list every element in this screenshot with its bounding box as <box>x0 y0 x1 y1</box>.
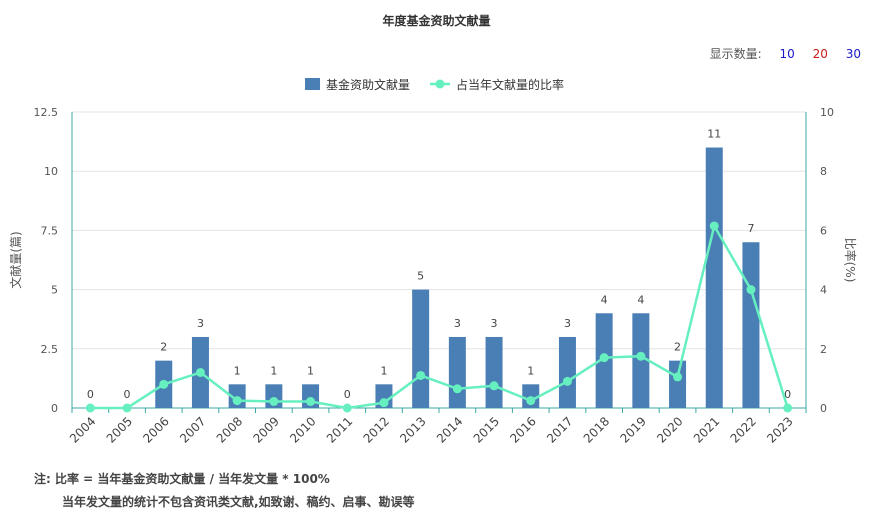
y-tick-label: 0 <box>51 402 58 415</box>
bar-data-label: 3 <box>491 317 498 330</box>
x-tick-label: 2011 <box>324 414 355 445</box>
ratio-point-2022 <box>746 285 756 295</box>
ratio-point-2007 <box>195 367 205 377</box>
display-count-option-30[interactable]: 30 <box>845 47 861 61</box>
ratio-point-2018 <box>599 353 609 363</box>
bar-data-label: 5 <box>417 270 424 283</box>
y-tick-label: 10 <box>44 165 58 178</box>
display-count-option-10[interactable]: 10 <box>779 47 795 61</box>
ratio-point-2020 <box>673 372 683 382</box>
bar-data-label: 3 <box>454 317 461 330</box>
ratio-point-2017 <box>562 376 572 386</box>
y2-tick-label: 4 <box>820 284 827 297</box>
ratio-point-2013 <box>416 370 426 380</box>
ratio-point-2016 <box>526 396 536 406</box>
y2-tick-label: 6 <box>820 224 827 237</box>
bar-data-label: 3 <box>564 317 571 330</box>
ratio-point-2015 <box>489 381 499 391</box>
bar-data-label: 0 <box>784 388 791 401</box>
chart-title: 年度基金资助文献量 <box>382 14 491 28</box>
ratio-point-2021 <box>709 221 719 231</box>
x-tick-label: 2013 <box>397 414 428 445</box>
ratio-point-2010 <box>306 396 316 406</box>
x-tick-label: 2012 <box>361 414 392 445</box>
x-tick-label: 2016 <box>507 414 538 445</box>
x-tick-label: 2014 <box>434 414 465 445</box>
x-tick-label: 2015 <box>471 414 502 445</box>
bar-data-label: 0 <box>124 388 131 401</box>
bar-data-label: 0 <box>87 388 94 401</box>
bar-data-label: 0 <box>344 388 351 401</box>
x-tick-label: 2005 <box>104 414 135 445</box>
x-tick-label: 2021 <box>691 414 722 445</box>
x-tick-label: 2018 <box>581 414 612 445</box>
x-tick-label: 2019 <box>617 414 648 445</box>
ratio-point-2023 <box>783 403 793 413</box>
bar-data-label: 7 <box>747 222 754 235</box>
x-tick-label: 2004 <box>67 414 98 445</box>
y-tick-label: 5 <box>51 284 58 297</box>
x-tick-label: 2010 <box>287 414 318 445</box>
x-tick-label: 2017 <box>544 414 575 445</box>
y2-tick-label: 2 <box>820 343 827 356</box>
y-axis-title: 文献量(篇) <box>8 231 23 288</box>
ratio-point-2006 <box>159 379 169 389</box>
bar-data-label: 4 <box>637 293 644 306</box>
bar-2021 <box>705 147 723 408</box>
bar-2015 <box>485 336 503 408</box>
y2-tick-label: 10 <box>820 106 834 119</box>
bar-data-label: 1 <box>527 364 534 377</box>
bar-data-label: 1 <box>307 364 314 377</box>
bar-data-label: 3 <box>197 317 204 330</box>
exclusion-note: 当年发文量的统计不包含资讯类文献,如致谢、稿约、启事、勘误等 <box>62 495 415 509</box>
legend-bar-swatch <box>305 78 320 90</box>
ratio-point-2005 <box>122 403 132 413</box>
x-tick-label: 2022 <box>728 414 759 445</box>
bar-data-label: 11 <box>707 128 721 141</box>
display-count-option-20[interactable]: 20 <box>812 47 828 61</box>
x-tick-label: 2023 <box>764 414 795 445</box>
ratio-point-2012 <box>379 398 389 408</box>
ratio-point-2008 <box>232 396 242 406</box>
x-tick-label: 2006 <box>140 414 171 445</box>
display-count-label: 显示数量: <box>709 47 762 61</box>
ratio-point-2004 <box>85 403 95 413</box>
bar-data-label: 1 <box>270 364 277 377</box>
y-tick-label: 7.5 <box>41 224 59 237</box>
display-count-selector: 显示数量: 10 20 30 <box>710 45 861 62</box>
y-tick-label: 2.5 <box>41 343 59 356</box>
y2-axis-title: 比率(%) <box>843 238 858 283</box>
bar-2014 <box>448 336 466 408</box>
ratio-point-2009 <box>269 396 279 406</box>
x-tick-label: 2007 <box>177 414 208 445</box>
bar-2017 <box>558 336 576 408</box>
legend-bar-label: 基金资助文献量 <box>326 77 410 92</box>
y2-tick-label: 0 <box>820 402 827 415</box>
ratio-point-2014 <box>452 384 462 394</box>
bar-data-label: 2 <box>674 341 681 354</box>
bar-data-label: 1 <box>234 364 241 377</box>
y2-tick-label: 8 <box>820 165 827 178</box>
y-tick-label: 12.5 <box>34 106 59 119</box>
bar-data-label: 4 <box>601 293 608 306</box>
ratio-note: 注: 比率 = 当年基金资助文献量 / 当年发文量 * 100% <box>34 472 330 486</box>
bar-data-label: 1 <box>380 364 387 377</box>
x-tick-label: 2020 <box>654 414 685 445</box>
ratio-point-2011 <box>342 403 352 413</box>
bar-data-label: 2 <box>160 341 167 354</box>
ratio-line <box>90 222 789 410</box>
x-tick-label: 2008 <box>214 414 245 445</box>
legend-line-marker <box>435 79 445 89</box>
bar-2020 <box>669 360 687 408</box>
bar-2022 <box>742 242 760 408</box>
ratio-point-2019 <box>636 351 646 361</box>
bar-2013 <box>412 289 430 408</box>
x-tick-label: 2009 <box>250 414 281 445</box>
legend-line-label: 占当年文献量的比率 <box>456 77 564 92</box>
